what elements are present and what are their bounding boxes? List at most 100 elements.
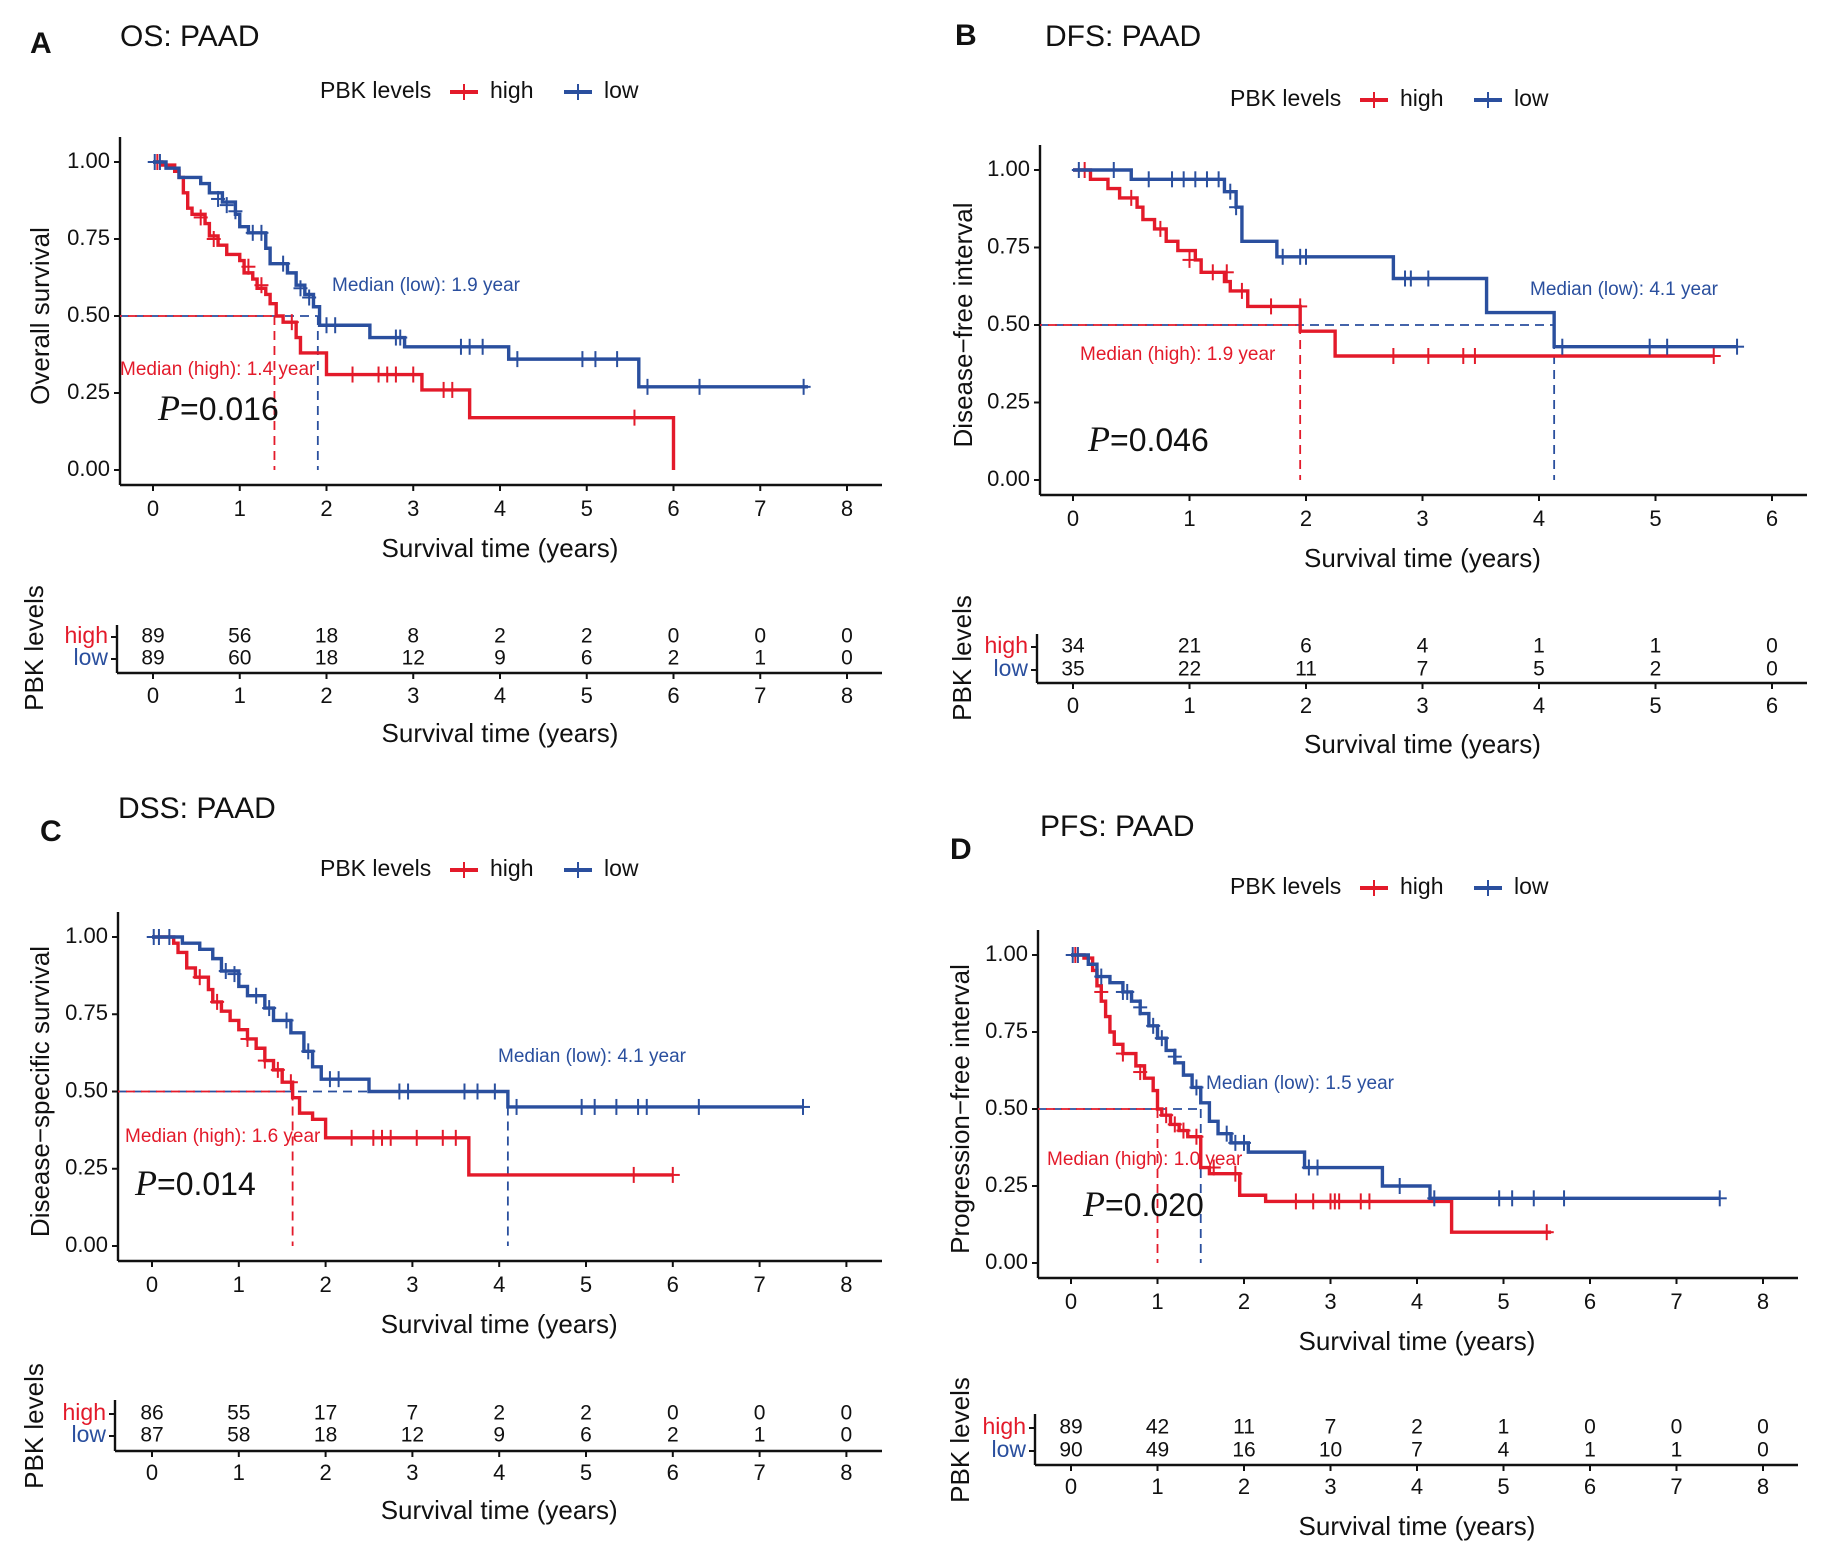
risk-x-tick-label: 5 <box>1649 693 1661 718</box>
risk-count: 56 <box>228 625 251 648</box>
x-tick-label: 8 <box>1757 1289 1769 1314</box>
risk-count: 5 <box>1533 658 1545 681</box>
km-curve-low <box>1073 168 1738 349</box>
risk-y-axis-title: PBK levels <box>19 585 49 711</box>
risk-count: 0 <box>841 1402 853 1425</box>
panel-letter: B <box>955 19 977 52</box>
legend-label-low: low <box>604 77 639 103</box>
risk-count: 0 <box>1766 635 1778 658</box>
risk-count: 12 <box>402 647 425 670</box>
panel-title: PFS: PAAD <box>1040 810 1194 843</box>
km-curve-high <box>1073 168 1714 358</box>
risk-count: 58 <box>227 1424 250 1447</box>
risk-x-tick-label: 2 <box>320 683 332 708</box>
risk-x-tick-label: 0 <box>1067 693 1079 718</box>
y-axis-title: Overall survival <box>25 227 55 405</box>
risk-x-tick-label: 7 <box>1670 1474 1682 1499</box>
risk-x-tick-label: 3 <box>406 1460 418 1485</box>
risk-x-tick-label: 4 <box>1533 693 1545 718</box>
risk-count: 2 <box>1411 1416 1423 1439</box>
y-tick-label: 0.00 <box>65 1232 108 1257</box>
risk-y-axis-title: PBK levels <box>947 595 977 721</box>
risk-count: 2 <box>581 625 593 648</box>
risk-count: 35 <box>1061 658 1084 681</box>
risk-x-tick-label: 3 <box>407 683 419 708</box>
risk-count: 90 <box>1059 1439 1082 1462</box>
median-lines <box>120 315 319 470</box>
risk-x-tick-label: 5 <box>581 683 593 708</box>
risk-x-tick-label: 4 <box>493 1460 505 1485</box>
y-tick-label: 0.00 <box>987 466 1030 491</box>
km-series-high <box>152 935 680 1183</box>
risk-x-tick-label: 6 <box>1584 1474 1596 1499</box>
risk-count: 2 <box>1650 658 1662 681</box>
risk-x-tick-label: 1 <box>1151 1474 1163 1499</box>
p-value: P=0.020 <box>1082 1184 1204 1224</box>
risk-x-tick-label: 0 <box>146 1460 158 1485</box>
km-curve-high <box>153 160 676 470</box>
main-axes: 0.00 0.25 0.50 0.75 1.00 0 1 2 3 4 5 6 7 8 Survival ti… <box>25 912 882 1339</box>
panel-title: DSS: PAAD <box>118 792 276 825</box>
risk-count: 8 <box>407 625 419 648</box>
legend-title: PBK levels <box>320 77 431 103</box>
x-tick-label: 5 <box>1497 1289 1509 1314</box>
km-curve-low <box>153 160 808 389</box>
risk-count: 1 <box>1584 1439 1596 1462</box>
risk-row-label-high: high <box>63 1399 106 1425</box>
panel-title: DFS: PAAD <box>1045 20 1201 53</box>
risk-x-tick-label: 2 <box>1300 693 1312 718</box>
risk-count: 55 <box>227 1402 250 1425</box>
x-tick-label: 6 <box>667 496 679 521</box>
risk-x-tick-label: 1 <box>233 1460 245 1485</box>
main-axes: 0.00 0.25 0.50 0.75 1.00 0 1 2 3 4 5 6 Survival time… <box>948 145 1807 573</box>
risk-count: 0 <box>754 625 766 648</box>
x-tick-label: 2 <box>319 1272 331 1297</box>
risk-count: 9 <box>494 647 506 670</box>
legend: PBK levels high low <box>320 855 639 881</box>
risk-x-tick-label: 4 <box>494 683 506 708</box>
median-label-low: Median (low): 4.1 year <box>1530 279 1719 300</box>
legend-title: PBK levels <box>320 855 431 881</box>
risk-count: 2 <box>493 1402 505 1425</box>
y-tick-label: 0.25 <box>987 388 1030 413</box>
median-lines <box>118 1090 509 1246</box>
risk-row-label-high: high <box>65 622 108 648</box>
median-label-low: Median (low): 4.1 year <box>498 1046 687 1067</box>
risk-count: 2 <box>580 1402 592 1425</box>
risk-y-axis-title: PBK levels <box>19 1363 49 1489</box>
risk-row-label-high: high <box>983 1413 1026 1439</box>
x-tick-label: 5 <box>580 1272 592 1297</box>
risk-count: 6 <box>581 647 593 670</box>
y-tick-label: 0.50 <box>67 302 110 327</box>
risk-count: 42 <box>1146 1416 1169 1439</box>
risk-count: 0 <box>754 1402 766 1425</box>
risk-count: 89 <box>141 625 164 648</box>
risk-count: 7 <box>1325 1416 1337 1439</box>
median-label-high: Median (high): 1.6 year <box>125 1126 321 1147</box>
risk-x-tick-label: 1 <box>234 683 246 708</box>
risk-count: 1 <box>1498 1416 1510 1439</box>
risk-count: 0 <box>1671 1416 1683 1439</box>
main-axes: 0.00 0.25 0.50 0.75 1.00 0 1 2 3 4 5 6 7 8 Survival ti… <box>945 930 1798 1356</box>
y-tick-label: 0.00 <box>67 456 110 481</box>
risk-x-tick-label: 8 <box>840 1460 852 1485</box>
risk-count: 0 <box>841 625 853 648</box>
y-tick-label: 0.75 <box>985 1018 1028 1043</box>
risk-count: 16 <box>1232 1439 1255 1462</box>
risk-count: 1 <box>754 647 766 670</box>
risk-x-tick-label: 6 <box>1766 693 1778 718</box>
risk-row-label-high: high <box>985 632 1028 658</box>
p-value: P=0.016 <box>157 388 279 428</box>
x-tick-label: 6 <box>1584 1289 1596 1314</box>
median-lines <box>1040 324 1556 480</box>
y-tick-label: 1.00 <box>65 923 108 948</box>
x-tick-label: 1 <box>1151 1289 1163 1314</box>
y-tick-label: 0.75 <box>987 233 1030 258</box>
risk-count: 7 <box>1411 1439 1423 1462</box>
risk-x-tick-label: 7 <box>754 683 766 708</box>
